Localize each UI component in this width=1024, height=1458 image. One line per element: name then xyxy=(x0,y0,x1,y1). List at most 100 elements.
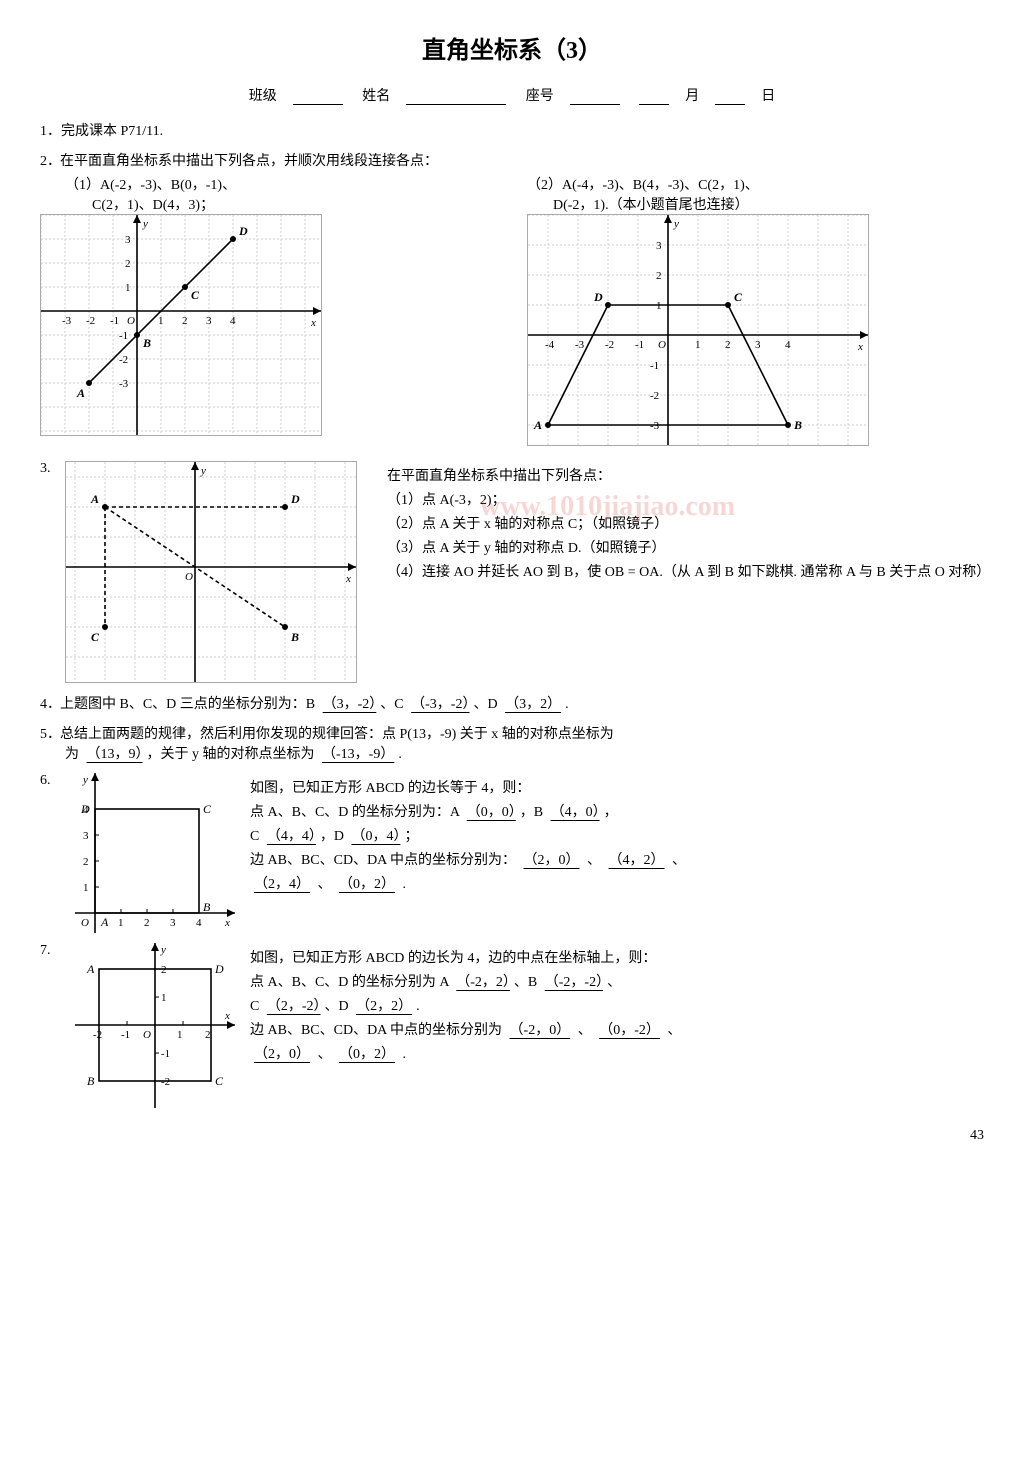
svg-text:2: 2 xyxy=(144,917,150,929)
q3-chart: Ox y A B C D xyxy=(65,461,357,683)
svg-text:D: D xyxy=(593,290,603,304)
q7: 7. -2-112-2-112OxyABCD 如图，已知正方形 ABCD 的边长… xyxy=(40,943,984,1108)
svg-text:y: y xyxy=(200,465,206,477)
svg-text:A: A xyxy=(90,492,99,506)
svg-text:-4: -4 xyxy=(545,339,555,351)
svg-text:2: 2 xyxy=(161,964,167,976)
svg-text:2: 2 xyxy=(125,258,131,270)
svg-text:3: 3 xyxy=(170,917,176,929)
svg-text:C: C xyxy=(734,290,743,304)
svg-text:x: x xyxy=(224,917,230,929)
svg-text:-2: -2 xyxy=(161,1076,170,1088)
q4-text-a: 上题图中 B、C、D 三点的坐标分别为：B xyxy=(60,697,315,712)
q2-chart2: Oxy-4-3-2-11234-4-3-2-1123ABCD xyxy=(527,214,869,446)
svg-text:C: C xyxy=(91,630,100,644)
q6-chart: 12341234OxyABCD xyxy=(75,773,235,933)
svg-text:-2: -2 xyxy=(605,339,614,351)
q5-ans2: （-13，-9） xyxy=(318,747,398,762)
svg-text:C: C xyxy=(191,288,200,302)
class-label: 班级 xyxy=(249,89,277,104)
svg-text:1: 1 xyxy=(695,339,701,351)
svg-text:1: 1 xyxy=(177,1029,183,1041)
q2: 2．在平面直角坐标系中描出下列各点，并顺次用线段连接各点： （1）A(-2，-3… xyxy=(40,150,984,451)
day-label: 日 xyxy=(761,89,775,104)
svg-text:C: C xyxy=(215,1074,224,1088)
svg-text:x: x xyxy=(224,1010,230,1022)
svg-text:-2: -2 xyxy=(650,390,659,402)
svg-text:B: B xyxy=(793,418,802,432)
q2-part2-b: D(-2，1).（本小题首尾也连接） xyxy=(553,194,984,214)
svg-text:x: x xyxy=(857,341,863,353)
svg-text:-1: -1 xyxy=(650,360,659,372)
svg-text:O: O xyxy=(143,1029,151,1041)
q4-num: 4． xyxy=(40,693,60,713)
q5-num: 5． xyxy=(40,723,60,743)
page-number: 43 xyxy=(40,1128,984,1144)
svg-text:4: 4 xyxy=(785,339,791,351)
svg-text:A: A xyxy=(76,386,85,400)
q2-part2-a: （2）A(-4，-3)、B(4，-3)、C(2，1)、 xyxy=(527,174,984,194)
svg-text:1: 1 xyxy=(161,992,167,1004)
svg-text:3: 3 xyxy=(755,339,761,351)
svg-text:1: 1 xyxy=(158,315,164,327)
svg-text:3: 3 xyxy=(656,240,662,252)
q6-num: 6. xyxy=(40,773,60,789)
q3-text: 在平面直角坐标系中描出下列各点：（1）点 A(-3，2)；（2）点 A 关于 x… xyxy=(387,461,984,585)
svg-text:D: D xyxy=(214,962,224,976)
q2-chart1: Oxy-3-2-11234-3-2-1123ABCD xyxy=(40,214,322,436)
q5-ans1: （13，9） xyxy=(83,747,147,762)
svg-text:1: 1 xyxy=(125,282,131,294)
svg-text:3: 3 xyxy=(206,315,212,327)
svg-text:-3: -3 xyxy=(62,315,72,327)
svg-text:-2: -2 xyxy=(86,315,95,327)
seat-label: 座号 xyxy=(526,89,554,104)
q4-ans-c: （-3，-2） xyxy=(407,697,473,712)
q4: 4．上题图中 B、C、D 三点的坐标分别为：B （3，-2）、C （-3，-2）… xyxy=(40,693,984,713)
svg-text:B: B xyxy=(142,336,151,350)
svg-text:-2: -2 xyxy=(119,354,128,366)
svg-text:B: B xyxy=(290,630,299,644)
page-title: 直角坐标系（3） xyxy=(40,30,984,65)
q7-num: 7. xyxy=(40,943,60,959)
svg-text:-3: -3 xyxy=(575,339,585,351)
svg-text:y: y xyxy=(673,218,679,230)
q1: 1．完成课本 P71/11. xyxy=(40,120,984,140)
svg-text:1: 1 xyxy=(656,300,662,312)
q4-ans-b: （3，-2） xyxy=(319,697,381,712)
q3-num: 3. xyxy=(40,461,60,683)
svg-text:C: C xyxy=(203,802,212,816)
q6: 6. 12341234OxyABCD 如图，已知正方形 ABCD 的边长等于 4… xyxy=(40,773,984,933)
svg-text:2: 2 xyxy=(83,856,89,868)
svg-text:-1: -1 xyxy=(110,315,119,327)
svg-text:-2: -2 xyxy=(93,1029,102,1041)
svg-text:x: x xyxy=(345,573,351,585)
q5: 5．总结上面两题的规律，然后利用你发现的规律回答：点 P(13，-9) 关于 x… xyxy=(40,723,984,763)
svg-text:1: 1 xyxy=(118,917,124,929)
q7-chart: -2 -1 1 2 -2 -1 1 2 Ox y A B C D xyxy=(75,943,235,1108)
svg-text:O: O xyxy=(127,315,135,327)
svg-text:-1: -1 xyxy=(635,339,644,351)
svg-text:-1: -1 xyxy=(121,1029,130,1041)
svg-text:1: 1 xyxy=(83,882,89,894)
svg-text:2: 2 xyxy=(182,315,188,327)
svg-text:B: B xyxy=(203,900,211,914)
month-label: 月 xyxy=(685,89,699,104)
svg-text:-1: -1 xyxy=(161,1048,170,1060)
svg-text:D: D xyxy=(238,224,248,238)
svg-text:2: 2 xyxy=(725,339,731,351)
svg-text:D: D xyxy=(290,492,300,506)
svg-text:O: O xyxy=(81,917,89,929)
svg-text:3: 3 xyxy=(83,830,89,842)
svg-text:2: 2 xyxy=(656,270,662,282)
q2-num: 2． xyxy=(40,150,60,170)
svg-text:4: 4 xyxy=(196,917,202,929)
svg-text:2: 2 xyxy=(205,1029,211,1041)
svg-text:A: A xyxy=(100,915,109,929)
svg-text:A: A xyxy=(533,418,542,432)
svg-text:O: O xyxy=(185,571,193,583)
svg-text:y: y xyxy=(160,944,166,956)
svg-text:A: A xyxy=(86,962,95,976)
svg-text:B: B xyxy=(87,1074,95,1088)
q2-stem: 在平面直角坐标系中描出下列各点，并顺次用线段连接各点： xyxy=(60,154,438,169)
svg-text:y: y xyxy=(82,774,88,786)
